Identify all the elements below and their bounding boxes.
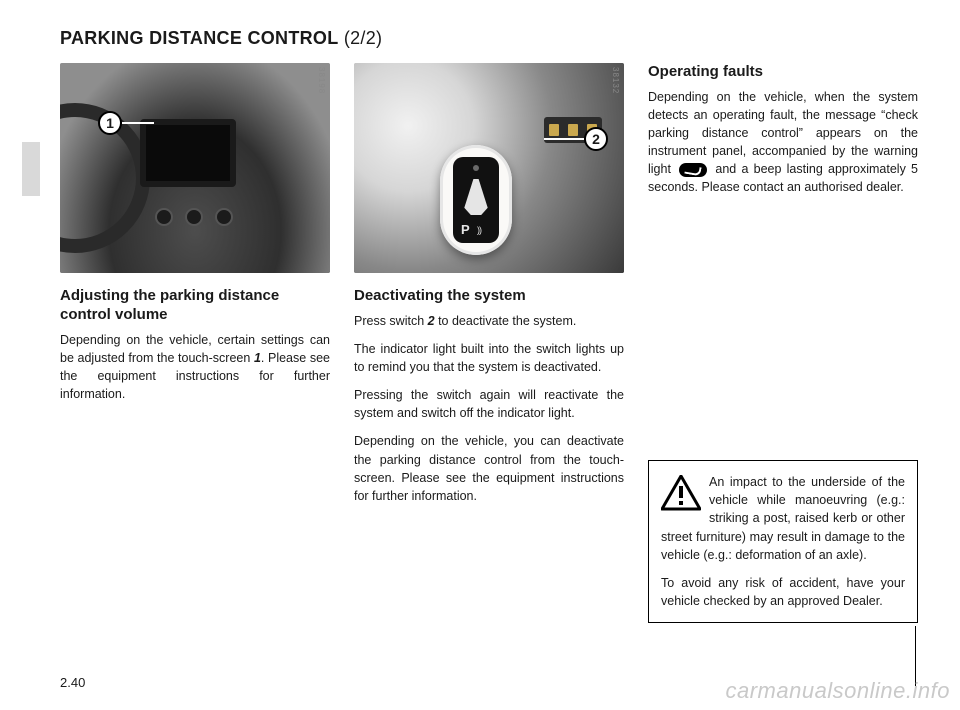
indicator-led-icon: [473, 165, 479, 171]
image-id: 38198: [317, 67, 326, 94]
switch-face: P )): [453, 157, 499, 243]
sonar-waves-icon: )): [477, 225, 481, 235]
warning-triangle-icon: [661, 475, 701, 511]
col1-paragraph: Depending on the vehicle, certain set­ti…: [60, 331, 330, 404]
col2-p3: Pressing the switch again will react­iva…: [354, 386, 624, 422]
col2-p4: Depending on the vehicle, you can de­act…: [354, 432, 624, 505]
content-columns: 1 38198 Adjusting the parking distance c…: [60, 63, 920, 623]
title-suffix: (2/2): [339, 28, 383, 48]
page-title: PARKING DISTANCE CONTROL (2/2): [60, 28, 920, 49]
flex-spacer: [648, 207, 918, 461]
photo-switch: P )) 2 38132: [354, 63, 624, 273]
column-1: 1 38198 Adjusting the parking distance c…: [60, 63, 330, 623]
warning-p2: To avoid any risk of accident, have your…: [661, 574, 905, 610]
callout-leader: [122, 122, 154, 124]
image-id: 38132: [611, 67, 620, 94]
col1-heading: Adjusting the parking distance control v…: [60, 287, 330, 325]
spanner-warning-icon: [679, 163, 707, 177]
column-3: Operating faults Depending on the vehicl…: [648, 63, 918, 623]
col2-heading: Deactivating the system: [354, 287, 624, 306]
center-knobs: [155, 208, 233, 226]
manual-page: PARKING DISTANCE CONTROL (2/2) 1 38198 A…: [0, 0, 960, 710]
deactivate-switch-highlight: P )): [440, 145, 512, 255]
col2-p1: Press switch 2 to deactivate the system.: [354, 312, 624, 330]
callout-1: 1: [98, 111, 122, 135]
p-off-icon: P: [461, 222, 470, 237]
page-number: 2.40: [60, 675, 85, 690]
title-main: PARKING DISTANCE CONTROL: [60, 28, 339, 48]
footer-divider: [915, 626, 916, 686]
watermark: carmanualsonline.info: [725, 678, 950, 704]
ref-1: 1: [254, 351, 261, 365]
col2-p2: The indicator light built into the switc…: [354, 340, 624, 376]
car-silhouette-icon: [463, 179, 489, 215]
col3-heading: Operating faults: [648, 63, 918, 82]
column-2: P )) 2 38132 Deactivating the system Pre…: [354, 63, 624, 623]
photo-dashboard: 1 38198: [60, 63, 330, 273]
callout-2: 2: [584, 127, 608, 151]
col3-p1: Depending on the vehicle, when the syste…: [648, 88, 918, 197]
touch-screen-shape: [140, 119, 236, 187]
ref-2: 2: [428, 314, 435, 328]
warning-box: An impact to the under­side of the vehic…: [648, 460, 918, 623]
section-tab: [22, 142, 40, 196]
col3-text: Operating faults Depending on the vehicl…: [648, 63, 918, 207]
callout-leader: [544, 138, 584, 140]
